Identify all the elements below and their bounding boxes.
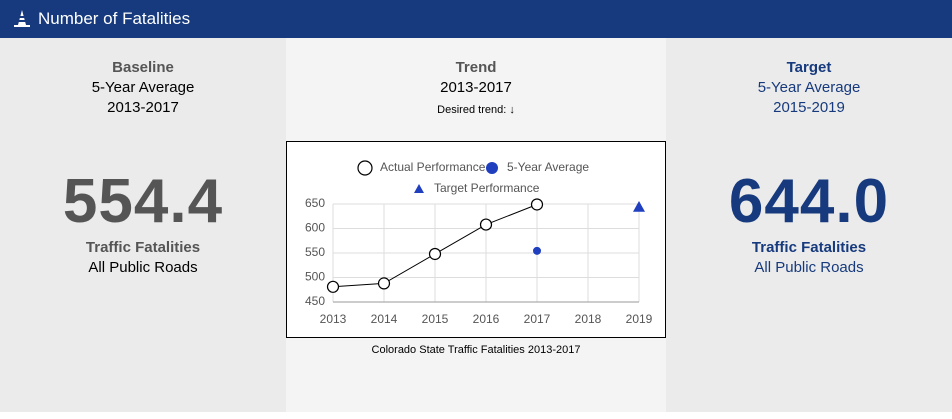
text: All Public Roads xyxy=(88,259,198,276)
caption: Colorado State Traffic Fatalities 2013-2… xyxy=(371,344,581,356)
marker xyxy=(377,277,391,290)
marker xyxy=(479,218,493,231)
label: Traffic Fatalities xyxy=(751,239,867,256)
x-tick-label: 2014 xyxy=(371,312,398,326)
big-value: 644.0 xyxy=(728,167,890,236)
marker xyxy=(633,200,645,212)
text: 5-Year Average xyxy=(91,79,195,96)
x-tick-label: 2017 xyxy=(524,312,551,326)
marker xyxy=(486,162,498,174)
icon xyxy=(14,10,30,27)
big-value: 554.4 xyxy=(62,167,224,236)
marker xyxy=(414,184,424,193)
baseline-panel: Baseline 5-Year Average 2013-2017 554.4 … xyxy=(0,38,286,412)
x-tick-label: 2016 xyxy=(473,312,500,326)
x-tick-label: 2013 xyxy=(320,312,347,326)
text: All Public Roads xyxy=(754,259,864,276)
text: 2013-2017 xyxy=(107,99,179,116)
marker xyxy=(530,198,544,211)
chart-box: 450 500 550 600 650 2013 2014 2015 2016 2017 2018 2… xyxy=(286,141,666,338)
text: 2015-2019 xyxy=(773,99,845,116)
heading: Target xyxy=(786,59,832,76)
y-tick-label: 650 xyxy=(305,196,325,210)
text: Desired trend: ↓ xyxy=(437,104,515,116)
heading: Baseline xyxy=(112,59,174,76)
y-tick-label: 550 xyxy=(305,245,325,259)
y-tick-label: 450 xyxy=(305,294,325,308)
target-panel: Target 5-Year Average 2015-2019 644.0 Tr… xyxy=(666,38,952,412)
marker xyxy=(533,246,541,255)
text: 2013-2017 xyxy=(440,79,512,96)
marker xyxy=(326,280,340,293)
text: 5-Year Average xyxy=(757,79,861,96)
x-tick-label: 2015 xyxy=(422,312,449,326)
legend-label: Actual Performance xyxy=(380,160,486,174)
header-title: Number of Fatalities xyxy=(38,9,191,28)
chart: 450 500 550 600 650 2013 2014 2015 2016 2017 2018 2… xyxy=(305,160,653,326)
y-tick-label: 600 xyxy=(305,221,325,235)
header: Number of Fatalities xyxy=(0,0,952,38)
marker xyxy=(428,247,442,261)
label: Traffic Fatalities xyxy=(85,239,201,256)
x-tick-label: 2018 xyxy=(575,312,602,326)
marker xyxy=(357,160,373,176)
trend-panel: Trend 2013-2017 Desired trend: ↓ 450 500 5… xyxy=(286,38,666,412)
heading: Trend xyxy=(455,59,497,76)
legend-label: Target Performance xyxy=(434,181,540,195)
legend-label: 5-Year Average xyxy=(507,160,589,174)
x-tick-label: 2019 xyxy=(626,312,653,326)
y-tick-label: 500 xyxy=(305,270,325,284)
